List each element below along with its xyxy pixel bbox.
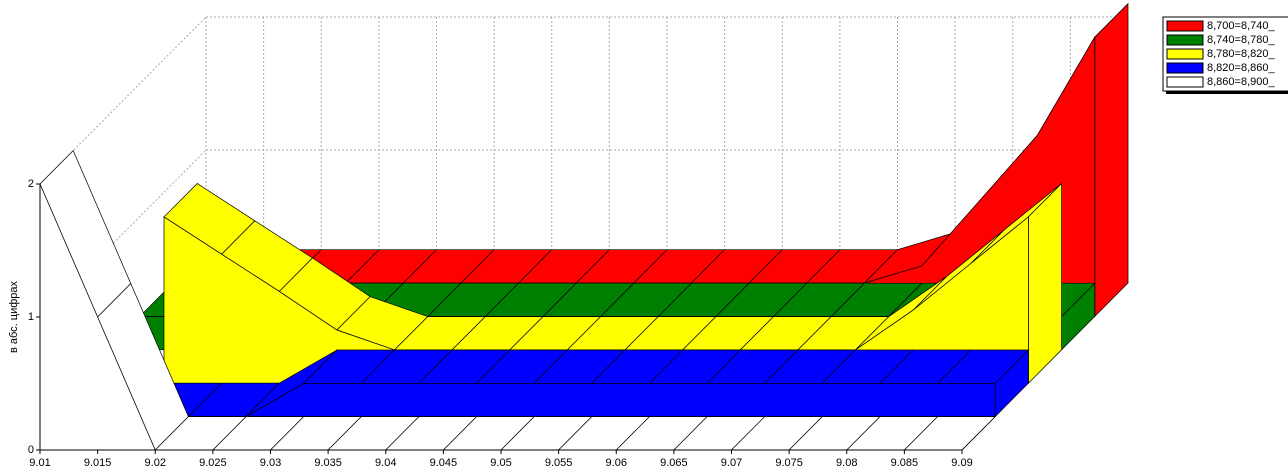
x-tick-label: 9.085 xyxy=(891,457,919,469)
x-tick-label: 9.075 xyxy=(775,457,803,469)
y-axis-label: в абс. цифрах xyxy=(8,280,20,353)
x-tick-label: 9.045 xyxy=(430,457,458,469)
x-tick-label: 9.055 xyxy=(545,457,573,469)
legend-swatch xyxy=(1166,76,1204,88)
x-tick-label: 9.09 xyxy=(951,457,972,469)
legend-label: 8,780=8,820_ xyxy=(1207,48,1275,60)
series-area xyxy=(39,149,997,451)
x-tick-label: 9.065 xyxy=(660,457,688,469)
area-side-face xyxy=(961,416,996,451)
x-tick-label: 9.015 xyxy=(84,457,112,469)
legend-label: 8,820=8,860_ xyxy=(1207,62,1275,74)
legend-swatch xyxy=(1166,20,1204,32)
legend-label: 8,860=8,900_ xyxy=(1207,76,1275,88)
x-tick-label: 9.03 xyxy=(260,457,281,469)
x-tick-label: 9.08 xyxy=(836,457,857,469)
y-tick-label: 0 xyxy=(28,444,34,456)
y-tick-label: 1 xyxy=(28,311,34,323)
x-tick-label: 9.06 xyxy=(606,457,627,469)
legend-label: 8,740=8,780_ xyxy=(1207,34,1275,46)
area-side-face xyxy=(1094,2,1129,318)
side-grid-line xyxy=(39,16,207,185)
x-tick-label: 9.02 xyxy=(145,457,166,469)
x-tick-label: 9.01 xyxy=(29,457,50,469)
legend-swatch xyxy=(1166,48,1204,60)
x-tick-label: 9.025 xyxy=(199,457,227,469)
x-tick-label: 9.05 xyxy=(490,457,511,469)
legend-label: 8,700=8,740_ xyxy=(1207,20,1275,32)
x-tick-label: 9.035 xyxy=(314,457,342,469)
side-grid-line xyxy=(39,149,207,318)
y-tick-label: 2 xyxy=(28,178,34,190)
legend-swatch xyxy=(1166,34,1204,46)
x-tick-label: 9.04 xyxy=(375,457,396,469)
legend-swatch xyxy=(1166,62,1204,74)
x-tick-label: 9.07 xyxy=(721,457,742,469)
area-side-face xyxy=(1028,182,1062,385)
